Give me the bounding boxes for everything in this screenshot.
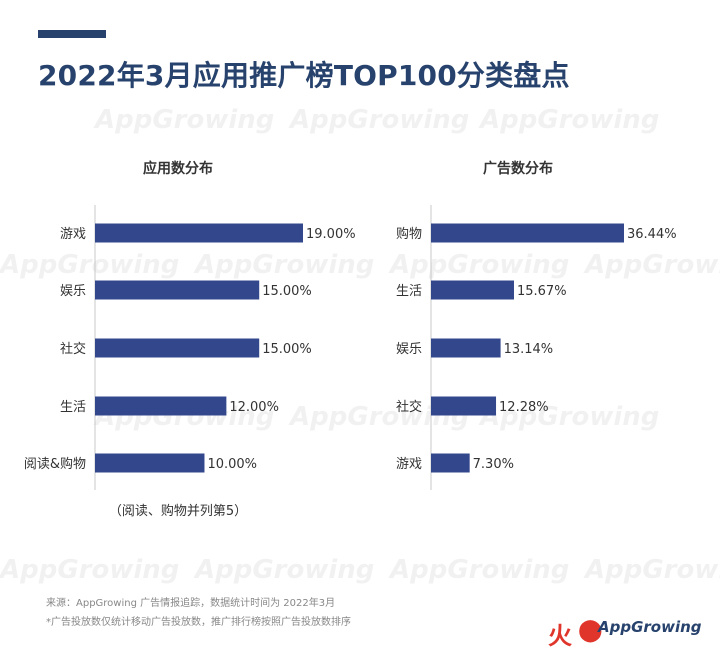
data-label: 12.00% (229, 400, 279, 415)
data-label: 13.14% (504, 342, 554, 357)
data-label: 10.00% (207, 457, 257, 472)
data-label: 7.30% (473, 457, 514, 472)
brand-glyph: ⬤ (578, 618, 603, 643)
category-label: 购物 (396, 226, 422, 242)
fire-icon: 火 (548, 622, 572, 650)
right-bar-chart: 购物 36.44% 生活 15.67% 娱乐 13.14% 社交 12.28% 游戏 7.30% (396, 205, 677, 490)
category-label: 社交 (60, 341, 86, 357)
data-label: 12.28% (499, 400, 549, 415)
data-label: 15.00% (262, 342, 312, 357)
bar (431, 453, 470, 473)
brand-logo: 火 ⬤ AppGrowing (548, 612, 702, 650)
category-label: 娱乐 (396, 342, 422, 357)
category-label: 生活 (60, 400, 86, 415)
bar (95, 453, 205, 473)
brand-text: AppGrowing (598, 618, 702, 636)
category-label: 社交 (396, 399, 422, 415)
left-chart-title: 应用数分布 (143, 161, 213, 177)
left-chart-note: （阅读、购物并列第5） (109, 503, 247, 519)
bar (95, 223, 303, 243)
category-label: 娱乐 (60, 284, 86, 299)
bar (431, 338, 501, 358)
bar (95, 280, 260, 300)
category-label: 游戏 (396, 457, 422, 472)
data-label: 15.00% (262, 284, 312, 299)
page-title: 2022年3月应用推广榜TOP100分类盘点 (38, 59, 570, 92)
footer-source: 来源：AppGrowing 广告情报追踪，数据统计时间为 2022年3月 (46, 598, 336, 609)
right-chart-title: 广告数分布 (483, 161, 553, 177)
footer-note: *广告投放数仅统计移动广告投放数，推广排行榜按照广告投放数排序 (46, 617, 351, 628)
category-label: 阅读&购物 (24, 456, 86, 472)
bar (431, 396, 497, 416)
title-accent-bar (38, 30, 106, 38)
bar (431, 223, 624, 243)
data-label: 36.44% (627, 227, 677, 242)
bar (95, 338, 260, 358)
left-bar-chart: 游戏 19.00% 娱乐 15.00% 社交 15.00% 生活 12.00% 阅读&购物 10.… (24, 205, 356, 490)
data-label: 19.00% (306, 227, 356, 242)
data-label: 15.67% (517, 284, 567, 299)
bar (431, 280, 514, 300)
category-label: 生活 (396, 284, 422, 299)
bar (95, 396, 227, 416)
category-label: 游戏 (60, 227, 86, 242)
